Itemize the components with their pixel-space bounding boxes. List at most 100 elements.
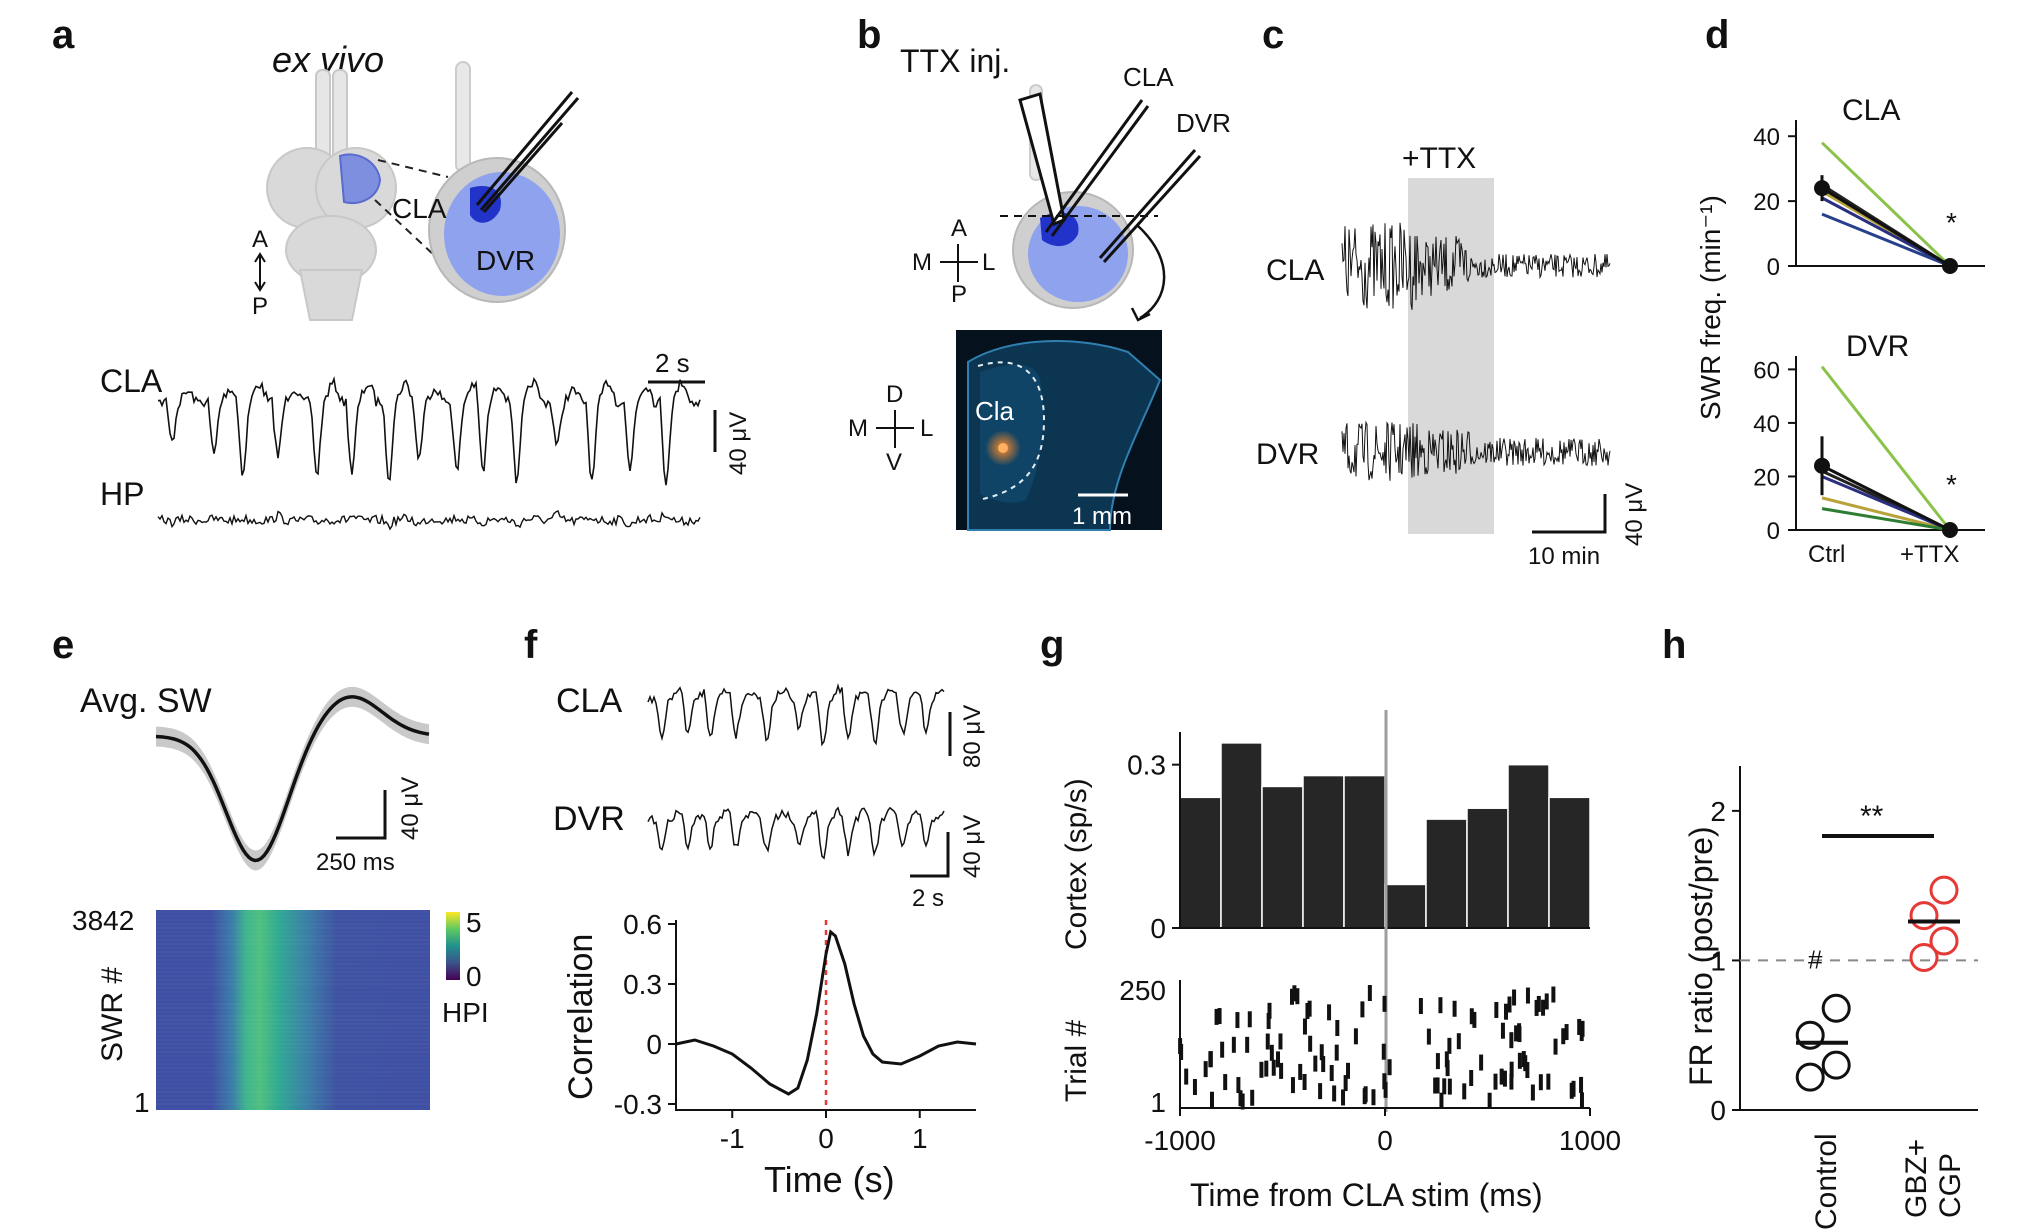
scale-volt-label: 40 μV bbox=[725, 412, 752, 475]
b-axis-m: M bbox=[912, 249, 932, 276]
c-scale-volt: 40 μV bbox=[1621, 483, 1648, 546]
d-ytick-label: 20 bbox=[1753, 464, 1780, 491]
g-psth-bar bbox=[1261, 785, 1304, 929]
electrodes-b bbox=[1044, 99, 1202, 264]
f-trace-dvr-label: DVR bbox=[553, 800, 625, 838]
hemisphere-b bbox=[1012, 84, 1134, 309]
h-data-point bbox=[1929, 875, 1959, 905]
g-raster-axes bbox=[1179, 980, 1590, 1109]
d-series-line bbox=[1820, 365, 1952, 531]
h-data-point bbox=[1795, 1020, 1825, 1050]
h-ytick-label: 2 bbox=[1710, 796, 1726, 827]
d-subplot-cla: CLA 0 20 40 * bbox=[1753, 94, 1985, 281]
e-avg-title: Avg. SW bbox=[80, 682, 212, 720]
d-mean-line bbox=[1821, 464, 1951, 532]
electrode-a bbox=[475, 91, 580, 213]
f-scale-volt2: 40 μV bbox=[959, 815, 986, 878]
d-xtick-ttx: +TTX bbox=[1900, 541, 1959, 568]
hp-lfp-trace bbox=[157, 509, 701, 531]
d-series-line bbox=[1821, 212, 1951, 268]
b-axis-p: P bbox=[951, 281, 967, 308]
g-psth-bar bbox=[1220, 742, 1263, 929]
cbar-max: 5 bbox=[466, 907, 482, 938]
f-scale-bars2 bbox=[910, 832, 950, 878]
electrode-dvr-label: DVR bbox=[1176, 108, 1231, 138]
histology-image: Cla 1 mm bbox=[956, 330, 1162, 531]
cla-lfp-trace bbox=[157, 376, 701, 486]
h-data-point bbox=[1909, 901, 1939, 931]
d-sig-cla: * bbox=[1946, 207, 1957, 238]
c-scale-bars bbox=[1532, 494, 1607, 534]
e-ytick-bottom: 1 bbox=[134, 1087, 150, 1118]
g-xtick-label: 0 bbox=[1377, 1125, 1393, 1156]
d-series-line bbox=[1820, 141, 1952, 268]
section-arrow bbox=[1137, 225, 1166, 320]
avg-sw-sem bbox=[156, 686, 429, 871]
cbar-label: HPI bbox=[442, 997, 489, 1028]
f-xtick-label: -1 bbox=[720, 1123, 745, 1154]
b-axis-v: V bbox=[886, 449, 902, 476]
e-scale-bars bbox=[336, 790, 387, 840]
h-xtick-control: Control bbox=[1810, 1133, 1843, 1230]
b-axis-m2: M bbox=[848, 415, 868, 442]
h-data-point bbox=[1929, 926, 1959, 956]
h-ytick-label: 0 bbox=[1710, 1095, 1726, 1126]
g-psth-bar bbox=[1466, 807, 1509, 929]
heatmap-texture bbox=[156, 911, 430, 1105]
c-trace-dvr-label: DVR bbox=[1256, 438, 1319, 471]
h-xtick-gbz-line1: GBZ+ bbox=[1900, 1139, 1933, 1218]
h-sig: ** bbox=[1860, 800, 1884, 833]
panel-c-letter: c bbox=[1262, 13, 1284, 57]
f-dvr-trace bbox=[647, 806, 945, 860]
b-compass-top bbox=[940, 244, 978, 282]
f-xtick-label: 0 bbox=[818, 1123, 834, 1154]
d-subplot-dvr: DVR 0 20 40 60 * bbox=[1753, 330, 1985, 545]
d-series-line bbox=[1821, 507, 1951, 532]
d-sig-dvr: * bbox=[1946, 469, 1957, 500]
d-mean-point bbox=[1814, 180, 1830, 197]
d-title-dvr: DVR bbox=[1846, 330, 1909, 363]
g-psth-bar bbox=[1384, 883, 1427, 929]
histo-scale-label: 1 mm bbox=[1072, 503, 1132, 530]
d-title-cla: CLA bbox=[1842, 94, 1900, 127]
f-ytick-label: 0.3 bbox=[623, 969, 662, 1000]
ttx-label: +TTX bbox=[1402, 142, 1476, 175]
panel-g-letter: g bbox=[1040, 623, 1064, 667]
b-axis-d: D bbox=[886, 381, 903, 408]
g-xlabel: Time from CLA stim (ms) bbox=[1190, 1177, 1543, 1213]
g-psth-bar bbox=[1343, 774, 1386, 929]
d-mean-point bbox=[1814, 457, 1830, 474]
g-psth-bar bbox=[1548, 796, 1591, 929]
d-xtick-ctrl: Ctrl bbox=[1808, 541, 1845, 568]
h-xtick-gbz-line2: CGP bbox=[1934, 1153, 1967, 1218]
panel-h: h 0 1 2 # ** FR ratio (post/pre) Control G… bbox=[1662, 623, 1978, 1230]
d-ytick-label: 0 bbox=[1767, 254, 1780, 281]
f-ytick-label: 0.6 bbox=[623, 909, 662, 940]
g-ytick-label: 0.3 bbox=[1127, 750, 1166, 781]
panel-e-letter: e bbox=[52, 623, 74, 667]
scale-time-label: 2 s bbox=[655, 348, 690, 378]
g-xtick-label: 1000 bbox=[1559, 1125, 1621, 1156]
claustrum-outline bbox=[977, 361, 1046, 501]
h-mark: # bbox=[1808, 944, 1823, 974]
e-scale-volt: 40 μV bbox=[397, 777, 424, 840]
g-raster-ytick: 1 bbox=[1150, 1087, 1166, 1118]
g-psth-bar bbox=[1425, 818, 1468, 929]
cla-dvr-highlight bbox=[338, 153, 382, 204]
panel-d-letter: d bbox=[1705, 13, 1729, 57]
d-mean-line bbox=[1821, 186, 1951, 268]
panel-a-letter: a bbox=[52, 13, 75, 57]
b-axis-l: L bbox=[982, 249, 995, 276]
turtle-brain-schematic bbox=[266, 69, 397, 321]
h-data-point bbox=[1909, 942, 1939, 972]
g-ylabel-top: Cortex (sp/s) bbox=[1060, 778, 1093, 950]
f-ytick-label: 0 bbox=[646, 1029, 662, 1060]
avg-sw-trace bbox=[155, 695, 430, 863]
electrode-cla-label: CLA bbox=[1123, 62, 1174, 92]
f-cross-correlation-curve bbox=[675, 929, 977, 1096]
g-psth-bar bbox=[1302, 774, 1345, 929]
trace-hp-label: HP bbox=[100, 476, 144, 512]
g-ytick-label: 0 bbox=[1150, 913, 1166, 944]
b-compass-bottom bbox=[876, 410, 914, 448]
